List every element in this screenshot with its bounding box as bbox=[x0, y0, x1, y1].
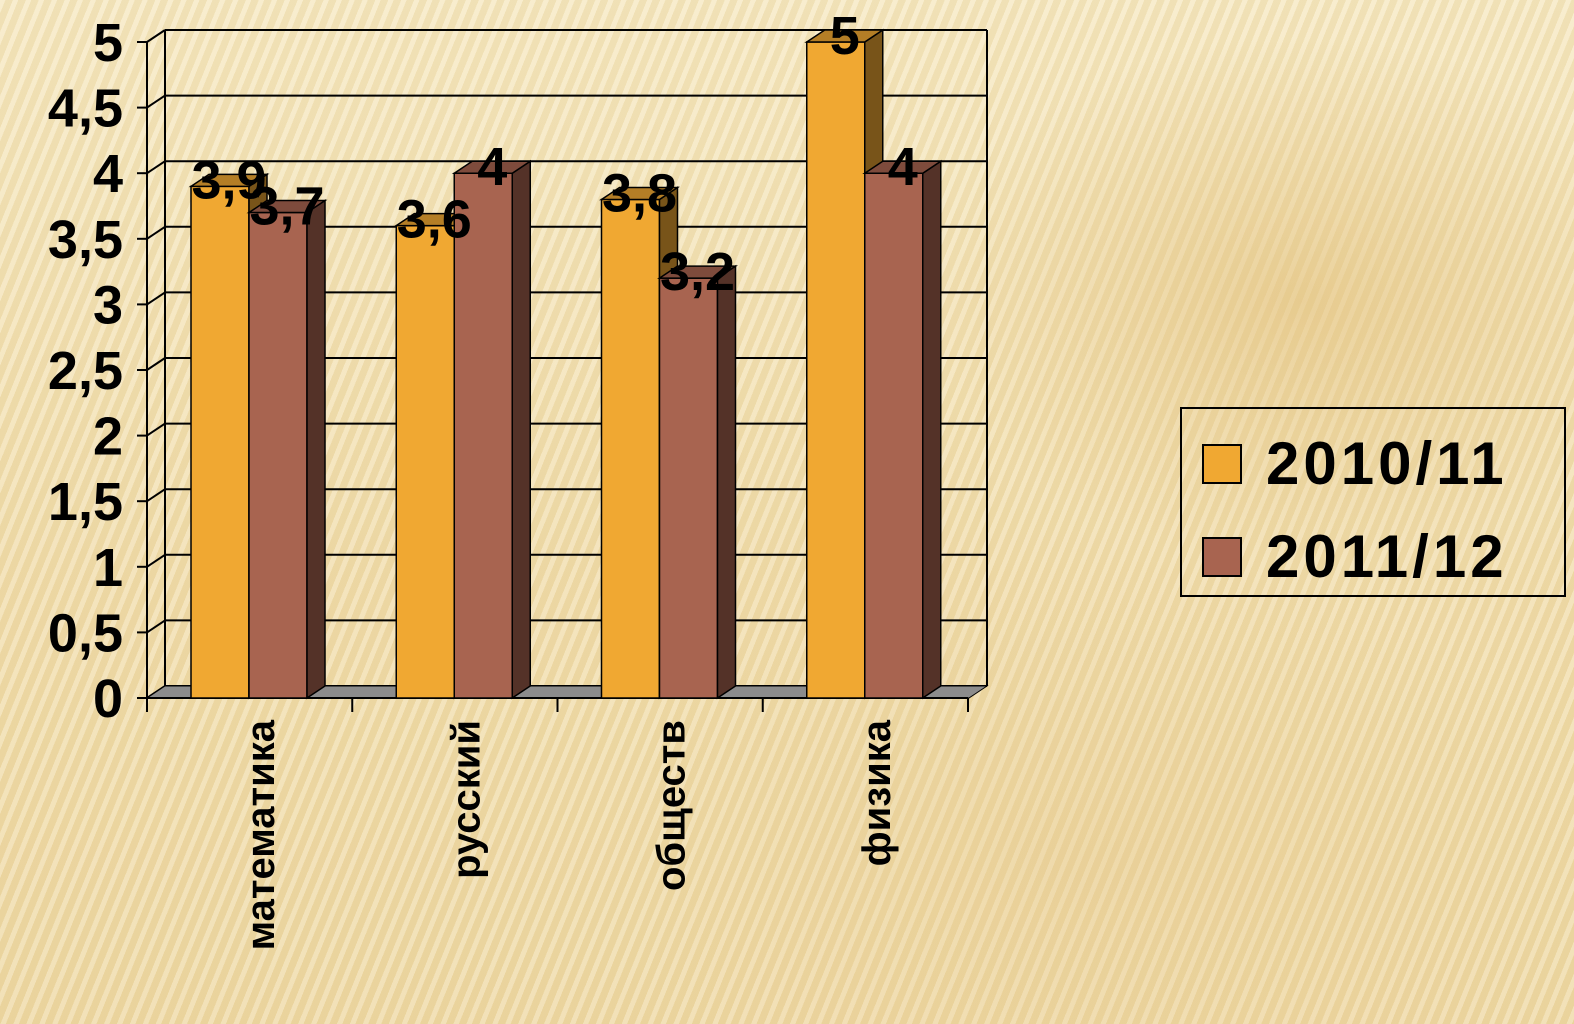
gridline-side bbox=[146, 160, 166, 175]
data-label: 4 bbox=[888, 137, 918, 197]
x-category-label: обществ bbox=[650, 720, 694, 891]
bar-1-2 bbox=[395, 224, 455, 699]
data-label: 4 bbox=[477, 137, 507, 197]
y-tick-label: 1,5 bbox=[48, 472, 123, 532]
gridline-side bbox=[146, 553, 166, 568]
y-tick-label: 3 bbox=[93, 275, 123, 335]
bar-2-3 bbox=[658, 277, 719, 699]
bar-2-2 bbox=[453, 172, 513, 699]
data-label: 3,9 bbox=[191, 150, 266, 210]
data-label: 5 bbox=[830, 6, 860, 66]
bar-side bbox=[922, 159, 942, 700]
legend-label-series-2: 2011/12 bbox=[1266, 523, 1508, 590]
gridline-side bbox=[146, 357, 166, 371]
data-label: 3,8 bbox=[602, 163, 677, 223]
y-tick-label: 2 bbox=[93, 407, 123, 467]
legend-swatch-series-2 bbox=[1202, 537, 1242, 577]
bar-1-3 bbox=[600, 198, 661, 699]
y-tick-label: 1 bbox=[93, 538, 123, 598]
data-label: 3,2 bbox=[660, 242, 735, 302]
y-tick-label: 0,5 bbox=[48, 603, 123, 663]
bar-1-4 bbox=[806, 41, 866, 699]
data-label: 3,7 bbox=[249, 177, 324, 237]
chart-legend: 2010/11 2011/12 bbox=[1180, 407, 1566, 597]
bar-top bbox=[599, 186, 680, 201]
gridline-side bbox=[146, 94, 166, 109]
x-category-label: математика bbox=[239, 719, 283, 950]
gridline-side bbox=[146, 488, 166, 503]
data-label: 3,6 bbox=[397, 190, 472, 250]
bar-top bbox=[451, 160, 533, 174]
bar-side bbox=[511, 159, 531, 700]
legend-item-series-2: 2011/12 bbox=[1202, 527, 1508, 587]
y-tick-label: 2,5 bbox=[48, 341, 123, 401]
gridline-side bbox=[146, 225, 166, 240]
bar-top bbox=[188, 173, 270, 188]
bar-top bbox=[804, 29, 886, 43]
bar-side bbox=[306, 199, 326, 700]
bar-2-1 bbox=[248, 211, 308, 699]
y-tick-label: 4 bbox=[93, 144, 123, 204]
bar-top bbox=[862, 160, 944, 174]
legend-item-series-1: 2010/11 bbox=[1202, 434, 1508, 494]
bar-top bbox=[657, 265, 738, 279]
gridline-side bbox=[146, 422, 166, 437]
gridline-side bbox=[146, 291, 166, 306]
x-category-label: русский bbox=[444, 720, 488, 879]
legend-label-series-1: 2010/11 bbox=[1266, 430, 1508, 497]
gridline-side bbox=[146, 619, 166, 634]
bar-2-4 bbox=[864, 172, 924, 699]
y-tick-label: 0 bbox=[93, 669, 123, 729]
bar-side bbox=[716, 264, 737, 700]
gridline-side bbox=[146, 29, 166, 43]
bar-1-1 bbox=[190, 185, 250, 699]
x-category-label: физика bbox=[855, 719, 899, 866]
y-tick-label: 5 bbox=[93, 13, 123, 73]
legend-swatch-series-1 bbox=[1202, 444, 1242, 484]
bar-top bbox=[246, 199, 328, 214]
y-tick-label: 4,5 bbox=[48, 79, 123, 139]
y-tick-label: 3,5 bbox=[48, 210, 123, 270]
